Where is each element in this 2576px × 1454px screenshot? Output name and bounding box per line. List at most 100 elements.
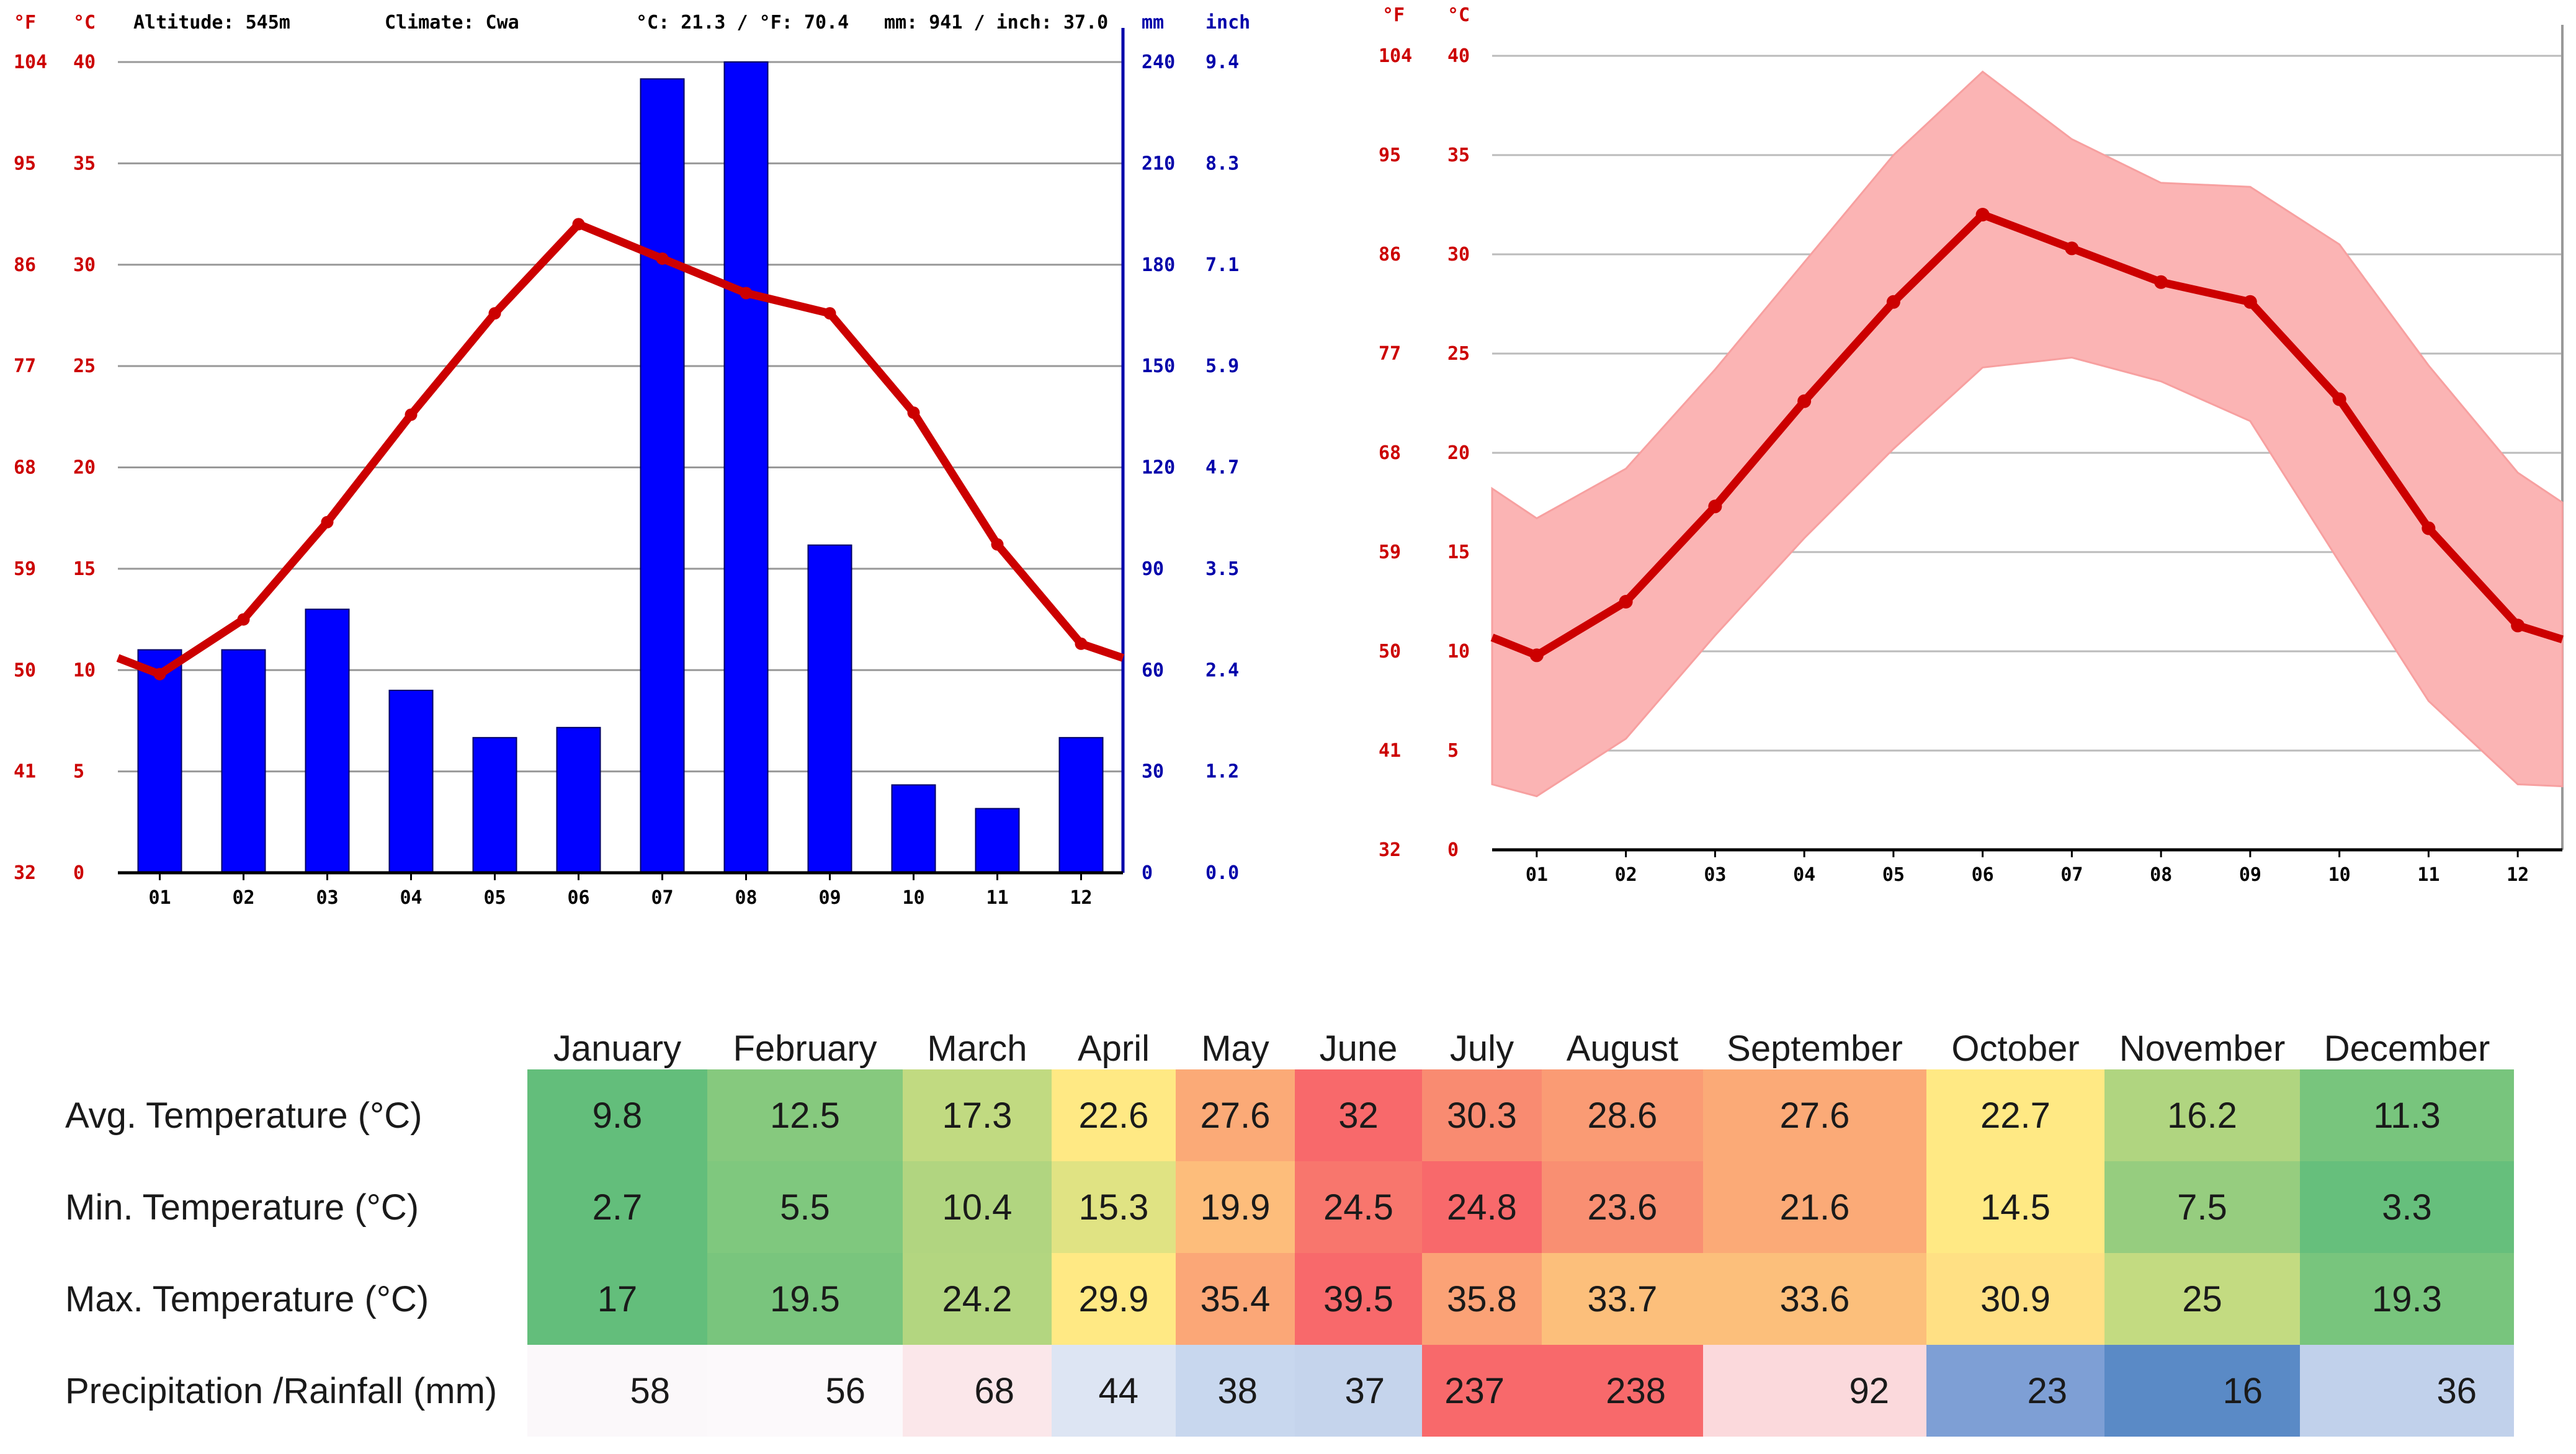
mm-tick-label: 30 [1142,761,1164,783]
x-tick-label: 06 [567,887,589,909]
table-cell: 35.8 [1422,1253,1542,1345]
f-tick-label: 50 [1379,641,1401,662]
temperature-point [321,515,334,529]
temperature-point [572,218,585,231]
table-cell: 29.9 [1052,1253,1176,1345]
x-tick-label: 07 [2060,864,2083,886]
x-tick-label: 08 [735,887,757,909]
temperature-point [237,613,250,626]
mm-unit-label: mm [1142,12,1164,33]
c-unit-label-right: °C [1447,4,1470,26]
table-cell: 25 [2104,1253,2300,1345]
c-tick-label: 40 [1447,45,1470,67]
c-tick-label: 5 [73,761,84,783]
x-tick-label: 12 [1070,887,1092,909]
c-tick-label: 5 [1447,740,1459,762]
table-header-row: January February March April May June July Augu… [0,1017,2514,1069]
inch-unit-label: inch [1205,12,1250,33]
table-cell: 237 [1422,1345,1542,1437]
x-tick-label: 11 [2417,864,2440,886]
f-unit-label: °F [14,12,36,33]
table-cell: 2.7 [527,1161,707,1253]
precipitation-bar [723,61,769,873]
f-tick-label: 50 [14,659,36,681]
min-max-range-area [1491,70,2564,798]
inch-tick-label: 3.5 [1205,558,1239,580]
table-cell: 23 [1926,1345,2104,1437]
table-cell: 16.2 [2104,1069,2300,1161]
column-header: May [1201,1028,1269,1069]
f-tick-label: 41 [1379,740,1401,762]
f-tick-label: 68 [14,457,36,479]
precipitation-bar [472,737,517,873]
row-label: Min. Temperature (°C) [65,1187,419,1228]
x-tick-label: 03 [316,887,338,909]
table-cell: 238 [1542,1345,1703,1437]
c-tick-label: 20 [1447,442,1470,464]
temperature-point [907,406,920,419]
c-tick-label: 30 [73,254,96,276]
mm-tick-label: 180 [1142,254,1175,276]
c-tick-label: 40 [73,51,96,73]
table-cell: 10.4 [903,1161,1052,1253]
table-cell: 33.7 [1542,1253,1703,1345]
row-label: Avg. Temperature (°C) [65,1095,423,1136]
c-tick-label: 15 [73,558,96,580]
table-cell: 22.7 [1926,1069,2104,1161]
f-tick-label: 86 [1379,244,1401,265]
row-label: Precipitation /Rainfall (mm) [65,1370,498,1411]
x-tick-label: 09 [2239,864,2261,886]
precipitation-bar [1058,737,1104,873]
climate-table: January February March April May June July Augu… [0,1017,2514,1437]
c-tick-label: 35 [73,153,96,174]
mm-tick-label: 240 [1142,51,1175,73]
precipitation-bar [891,784,936,873]
temperature-line [116,218,1125,680]
left-y-axis-labels: 32 0 0 0.0 41 5 30 1.2 50 10 60 2.4 59 15 90 3.5 68 20 120… [14,51,1239,884]
temperature-graph: °F °C 32 0 41 5 50 10 59 15 68 20 77 25 86 30 95 35 104 4… [1379,4,2564,886]
mm-tick-label: 90 [1142,558,1164,580]
table-cell: 58 [527,1345,707,1437]
precipitation-bar [221,649,266,873]
table-cell: 30.9 [1926,1253,2104,1345]
table-cell: 12.5 [707,1069,903,1161]
x-tick-label: 08 [2150,864,2172,886]
precipitation-bar [975,808,1020,874]
c-tick-label: 0 [1447,839,1459,861]
precipitation-bars [137,61,1104,874]
table-cell: 44 [1052,1345,1176,1437]
table-cell: 21.6 [1703,1161,1926,1253]
right-y-axis-labels: 32 0 41 5 50 10 59 15 68 20 77 25 86 30 95 35 104 40 [1379,45,1470,861]
c-tick-label: 35 [1447,145,1470,166]
temperature-point [2332,392,2346,406]
column-header: November [2119,1028,2286,1069]
temperature-point [1529,648,1544,662]
x-tick-label: 02 [232,887,254,909]
f-tick-label: 59 [1379,542,1401,563]
table-cell: 27.6 [1703,1069,1926,1161]
f-tick-label: 86 [14,254,36,276]
inch-tick-label: 9.4 [1205,51,1239,73]
rain-total-label: mm: 941 / inch: 37.0 [884,12,1108,33]
x-tick-label: 04 [400,887,422,909]
table-cell: 38 [1176,1345,1295,1437]
mm-tick-label: 150 [1142,355,1175,377]
climate-graph: °F °C Altitude: 545m Climate: Cwa °C: 21… [14,12,1250,909]
table-cell: 22.6 [1052,1069,1176,1161]
right-x-axis: 01 02 03 04 05 06 07 08 09 10 11 12 [1492,848,2562,886]
f-tick-label: 32 [14,862,36,884]
inch-tick-label: 2.4 [1205,659,1239,681]
x-tick-label: 07 [651,887,673,909]
table-cell: 17.3 [903,1069,1052,1161]
temperature-point [740,287,753,300]
f-tick-label: 32 [1379,839,1401,861]
left-x-axis: 01 02 03 04 05 06 07 08 09 10 11 12 [118,871,1123,909]
x-tick-label: 03 [1704,864,1726,886]
f-tick-label: 77 [14,355,36,377]
table-cell: 32 [1295,1069,1422,1161]
table-cell: 28.6 [1542,1069,1703,1161]
column-header: April [1077,1028,1150,1069]
table-cell: 19.5 [707,1253,903,1345]
c-tick-label: 10 [1447,641,1470,662]
table-cell: 68 [903,1345,1052,1437]
